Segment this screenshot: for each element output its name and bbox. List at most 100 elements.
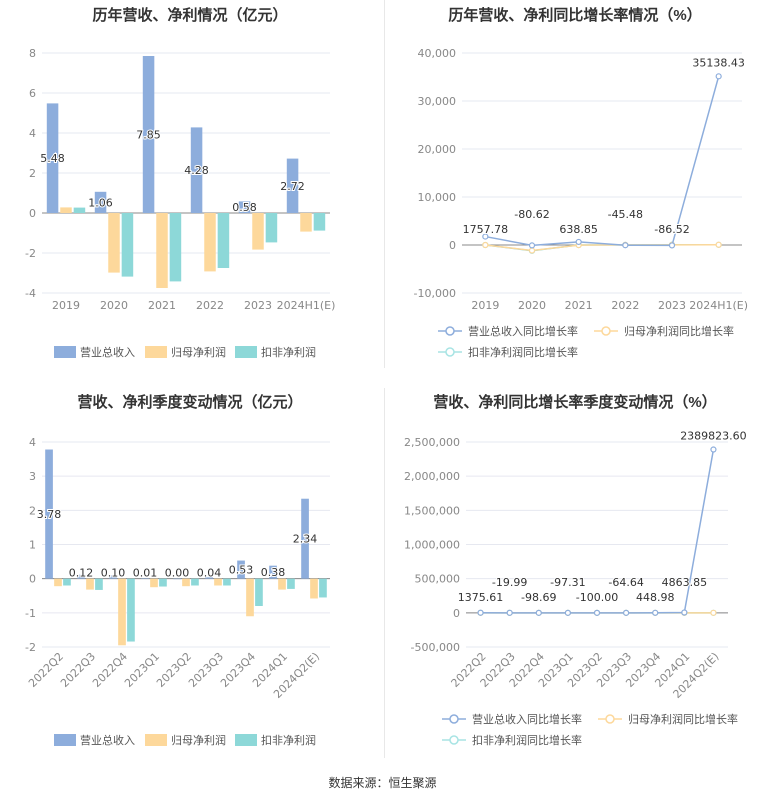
y-tick-label: 3 (29, 470, 36, 483)
legend-label: 归母净利润同比增长率 (628, 712, 738, 726)
y-tick-label: 0 (449, 239, 456, 252)
bar-revenue (77, 574, 85, 579)
data-point (652, 609, 659, 616)
data-point (564, 609, 571, 616)
legend-label: 归母净利润 (171, 345, 226, 359)
x-tick-label: 2024H1(E) (277, 299, 336, 312)
bar-net-profit (204, 213, 216, 272)
y-tick-label: 2 (29, 167, 36, 180)
data-point (482, 233, 489, 240)
legend-label: 营业总收入同比增长率 (472, 712, 582, 726)
bar-revenue (237, 560, 245, 579)
bar-net-profit (310, 578, 318, 599)
legend-marker (601, 326, 611, 336)
bar-deducted-profit (63, 578, 71, 586)
bar-net-profit (156, 213, 168, 288)
bar-revenue (173, 578, 181, 580)
x-tick-label: 2022 (196, 299, 224, 312)
series-line (485, 76, 720, 247)
chart-title-annual-bar: 历年营收、净利情况（亿元） (92, 7, 288, 24)
bar-revenue (45, 449, 53, 579)
bar-deducted-profit (95, 578, 103, 590)
bar-deducted-profit (191, 578, 199, 586)
y-tick-label: 40,000 (418, 47, 457, 60)
bar-deducted-profit (73, 207, 86, 213)
chart-title-annual-growth: 历年营收、净利同比增长率情况（%） (448, 7, 702, 24)
legend-swatch (235, 734, 257, 746)
data-label: 0.38 (261, 566, 286, 579)
data-label: 448.98 (636, 591, 675, 604)
divider (384, 388, 385, 758)
data-label: 0.12 (69, 567, 94, 580)
y-tick-label: -2 (25, 247, 36, 260)
data-label: 0.01 (133, 567, 158, 580)
legend-marker (445, 326, 455, 336)
bar-net-profit (300, 213, 312, 232)
y-tick-label: -2 (25, 641, 36, 654)
data-label: -80.62 (514, 208, 549, 221)
bar-revenue (238, 201, 251, 213)
bar-revenue (141, 578, 149, 579)
x-tick-label: 2023 (244, 299, 272, 312)
data-label: -45.48 (608, 208, 643, 221)
bar-net-profit (108, 213, 120, 273)
data-point (593, 609, 601, 616)
data-label: 2.72 (280, 180, 305, 193)
y-tick-label: 4 (29, 127, 36, 140)
y-tick-label: 0 (29, 573, 36, 586)
bar-revenue (94, 191, 107, 213)
x-tick-label: 2021 (148, 299, 176, 312)
divider (384, 0, 385, 368)
chart-title-quarterly-bar: 营收、净利季度变动情况（亿元） (77, 394, 303, 411)
x-tick-label: 2019 (52, 299, 80, 312)
y-tick-label: -500,000 (411, 641, 460, 654)
x-tick-label: 2024H1(E) (689, 299, 748, 312)
data-point (477, 609, 484, 616)
y-tick-label: 1,000,000 (404, 539, 460, 552)
y-tick-label: 1,500,000 (404, 504, 460, 517)
y-tick-label: 1 (29, 539, 36, 552)
y-tick-label: 2 (29, 504, 36, 517)
bar-revenue (269, 565, 277, 579)
bar-deducted-profit (265, 213, 278, 243)
data-label: 35138.43 (692, 56, 745, 69)
legend-marker (605, 714, 615, 724)
y-tick-label: 6 (29, 87, 36, 100)
data-point (482, 241, 489, 249)
y-tick-label: 2,500,000 (404, 436, 460, 449)
legend-label: 归母净利润 (171, 733, 226, 747)
bar-revenue (190, 127, 203, 213)
data-point (575, 238, 582, 246)
data-label: 0.00 (165, 567, 190, 580)
data-point (681, 609, 688, 616)
legend-marker (449, 714, 459, 724)
y-tick-label: 0 (453, 607, 460, 620)
bar-revenue (142, 56, 155, 213)
chart-title-quarterly-growth: 营收、净利同比增长率季度变动情况（%） (433, 394, 717, 411)
legend-label: 扣非净利润同比增长率 (468, 345, 578, 359)
legend-label: 扣非净利润同比增长率 (472, 733, 582, 747)
legend-label: 营业总收入 (80, 733, 135, 747)
x-tick-label: 2020 (518, 299, 546, 312)
x-tick-label: 2021 (565, 299, 593, 312)
data-label: -97.31 (550, 576, 585, 589)
bar-deducted-profit (319, 578, 327, 598)
legend-label: 归母净利润同比增长率 (624, 324, 734, 338)
legend-swatch (54, 734, 76, 746)
data-point (535, 609, 542, 616)
bar-revenue (301, 498, 309, 579)
bar-revenue (46, 103, 59, 213)
y-tick-label: 500,000 (415, 573, 461, 586)
data-label: 4.28 (184, 164, 209, 177)
y-tick-label: -10,000 (414, 287, 456, 300)
y-tick-label: 0 (29, 207, 36, 220)
data-label: 2.34 (293, 533, 318, 546)
y-tick-label: 4 (29, 436, 36, 449)
bar-deducted-profit (169, 213, 182, 282)
y-tick-label: 20,000 (418, 143, 457, 156)
legend-label: 营业总收入同比增长率 (468, 324, 578, 338)
data-label: 0.04 (197, 567, 222, 580)
data-point (528, 247, 536, 254)
bar-deducted-profit (121, 213, 134, 277)
